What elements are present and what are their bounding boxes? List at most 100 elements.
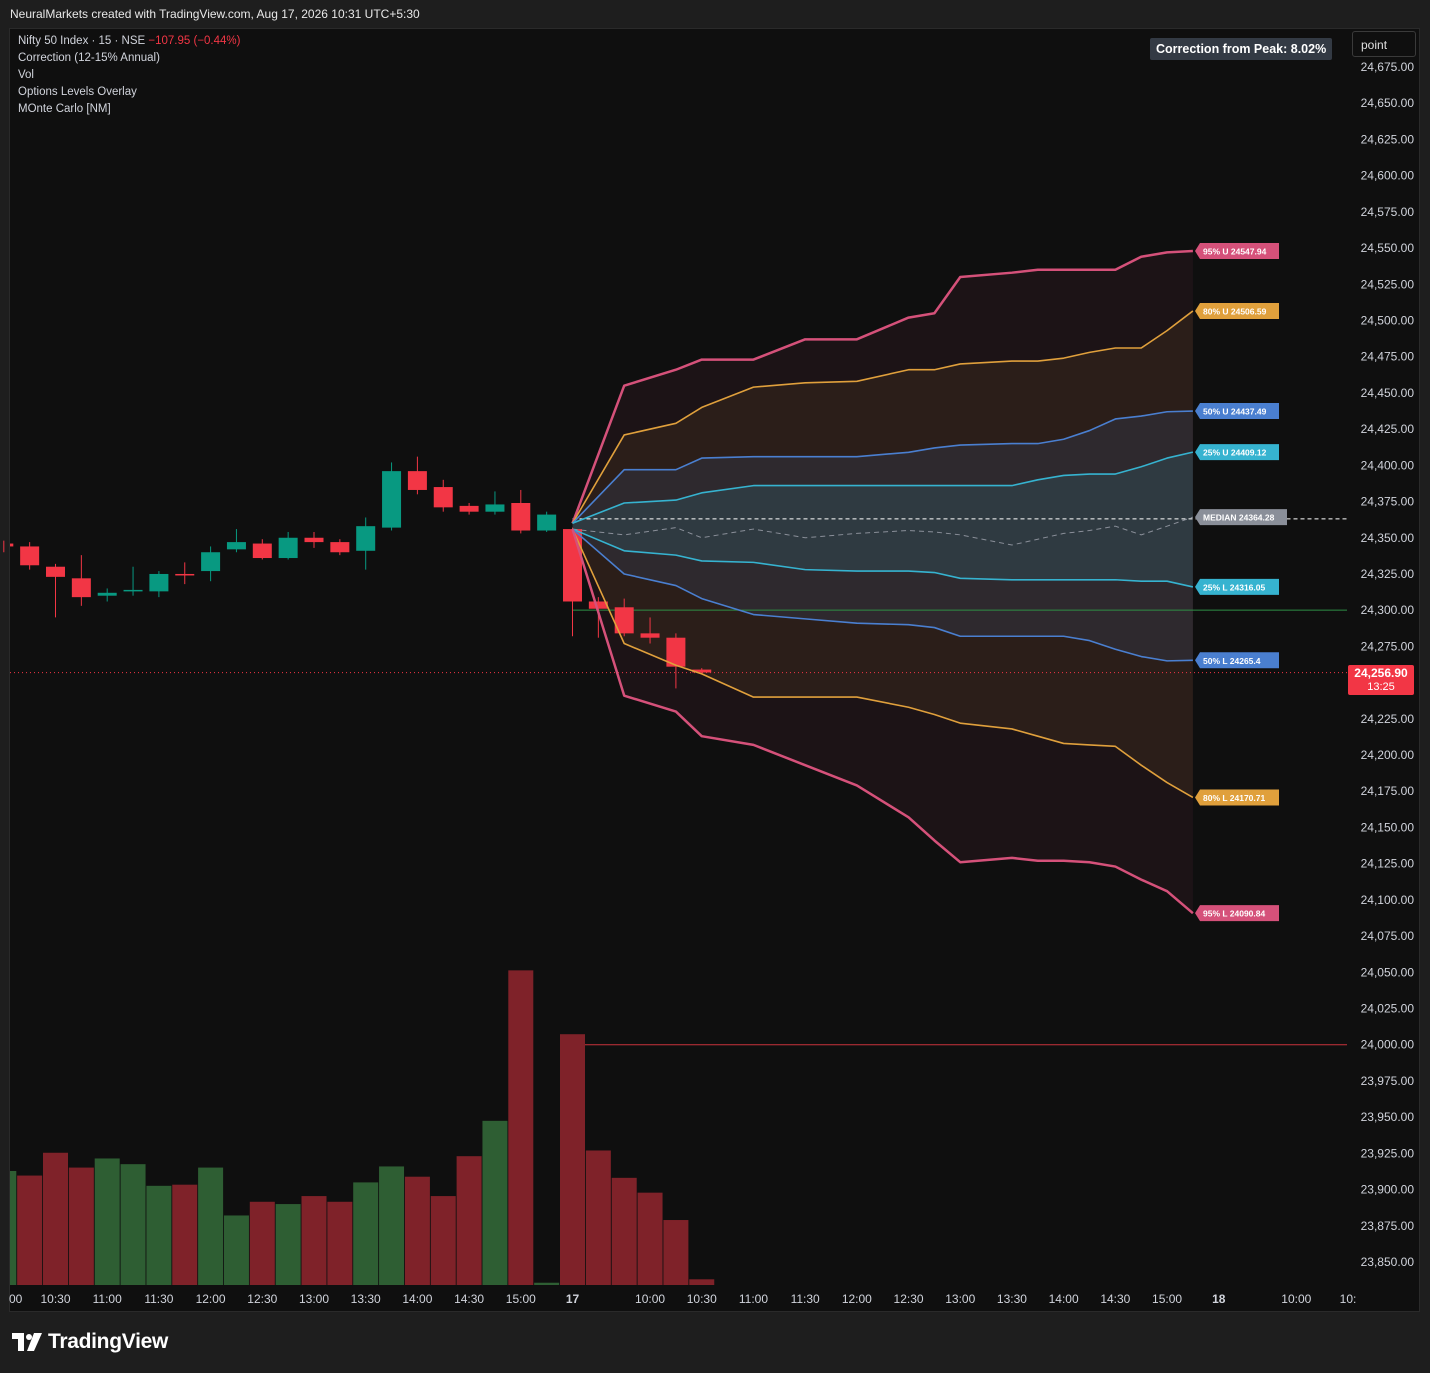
top-bar: NeuralMarkets created with TradingView.c… xyxy=(0,0,1430,28)
time-tick-label: 11:30 xyxy=(791,1292,820,1306)
price-tick-label: 24,050.00 xyxy=(1361,965,1415,979)
band-line xyxy=(571,310,1194,524)
price-tick-label: 24,575.00 xyxy=(1361,205,1415,219)
chart-pane[interactable] xyxy=(9,28,1420,1312)
legend-indicator[interactable]: Correction (12-15% Annual) xyxy=(18,52,160,64)
volume-bar xyxy=(275,1204,301,1285)
price-tick-label: 24,325.00 xyxy=(1361,567,1415,581)
candle-body xyxy=(382,471,402,528)
price-tick-label: 23,975.00 xyxy=(1361,1074,1415,1088)
band-fill-80 xyxy=(572,310,1193,798)
candle-body xyxy=(10,543,14,547)
candle-body xyxy=(123,589,143,592)
band-label-text: 80% U 24506.59 xyxy=(1203,306,1267,316)
time-tick-label: 14:30 xyxy=(454,1292,484,1306)
band-line xyxy=(571,249,1193,524)
price-tick-label: 24,175.00 xyxy=(1361,784,1415,798)
tradingview-logo[interactable]: TradingView xyxy=(12,1330,168,1354)
legend-indicator[interactable]: Options Levels Overlay xyxy=(18,86,137,98)
price-axis[interactable]: 24,675.00 24,650.00 24,625.00 24,600.00 24,5… xyxy=(1361,60,1415,1269)
time-tick-label: 13:30 xyxy=(351,1292,381,1306)
candle-body xyxy=(330,542,350,553)
time-tick-label: 13:00 xyxy=(945,1292,975,1306)
attribution-text: NeuralMarkets created with TradingView.c… xyxy=(10,7,420,21)
price-tick-label: 24,350.00 xyxy=(1361,531,1415,545)
volume-bar xyxy=(301,1196,327,1285)
time-tick-label: 14:00 xyxy=(402,1292,432,1306)
band-label-tag xyxy=(1195,302,1279,319)
time-tick-label: 12:30 xyxy=(247,1292,277,1306)
scale-mode-button[interactable]: point xyxy=(1352,31,1416,57)
price-tick-label: 24,225.00 xyxy=(1361,712,1415,726)
time-tick-label: 17 xyxy=(566,1292,580,1306)
legend-indicator[interactable]: Vol xyxy=(18,69,34,81)
time-axis[interactable]: 00 10:30 11:00 11:30 12:00 12:30 13:00 13:30 14:… xyxy=(9,1292,1356,1306)
band-line xyxy=(571,528,1194,915)
price-tick-label: 23,850.00 xyxy=(1361,1255,1415,1269)
volume-bar xyxy=(223,1215,249,1285)
time-tick-label: 13:00 xyxy=(299,1292,329,1306)
monte-carlo-lines xyxy=(571,249,1194,915)
volume-bar xyxy=(327,1201,353,1285)
price-tick-label: 24,000.00 xyxy=(1361,1038,1415,1052)
monte-carlo-fills xyxy=(572,251,1193,914)
price-tick-label: 24,525.00 xyxy=(1361,277,1415,291)
band-label-tag xyxy=(1195,403,1279,420)
price-tick-label: 24,600.00 xyxy=(1361,169,1415,183)
candle-body xyxy=(459,505,479,512)
time-tick-label: 12:00 xyxy=(842,1292,872,1306)
band-label-tag xyxy=(1195,243,1279,260)
price-tick-label: 24,475.00 xyxy=(1361,350,1415,364)
price-tick-label: 24,625.00 xyxy=(1361,132,1415,146)
price-tick-label: 24,450.00 xyxy=(1361,386,1415,400)
volume-bar xyxy=(637,1192,663,1285)
time-tick-label: 14:00 xyxy=(1049,1292,1079,1306)
time-tick-label: 14:30 xyxy=(1100,1292,1130,1306)
legend-indicator[interactable]: MOnte Carlo [NM] xyxy=(18,103,111,115)
time-tick-label: 10:00 xyxy=(635,1292,665,1306)
band-label-tag xyxy=(1195,444,1279,461)
legend-symbol-row[interactable]: Nifty 50 Index · 15 · NSE −107.95 (−0.44… xyxy=(18,35,240,47)
volume-bar xyxy=(689,1279,715,1285)
band-label-tag xyxy=(1195,509,1287,526)
candle-body xyxy=(537,514,557,531)
candle-body xyxy=(175,573,195,576)
band-fill-95 xyxy=(572,251,1193,914)
band-line xyxy=(571,528,1194,799)
volume-bar xyxy=(663,1220,689,1285)
candle-body xyxy=(71,578,91,598)
band-label-tag xyxy=(1195,652,1279,669)
volume-bar xyxy=(353,1182,379,1285)
price-tick-label: 24,100.00 xyxy=(1361,893,1415,907)
band-label-tag xyxy=(1195,578,1279,595)
candle-body xyxy=(278,537,298,559)
volume-bar xyxy=(560,1034,585,1285)
price-tick-label: 24,200.00 xyxy=(1361,748,1415,762)
band-label-text: 95% L 24090.84 xyxy=(1203,909,1265,919)
price-tick-label: 24,125.00 xyxy=(1361,857,1415,871)
band-line xyxy=(572,516,1194,546)
price-tick-label: 24,650.00 xyxy=(1361,96,1415,110)
last-price: 24,256.90 xyxy=(1354,666,1408,680)
band-line xyxy=(572,451,1194,525)
band-labels: 95% U 24547.94 80% U 24506.59 50% U 24437.… xyxy=(1195,243,1287,922)
price-tick-label: 24,025.00 xyxy=(1361,1002,1415,1016)
price-chart[interactable]: 95% U 24547.94 80% U 24506.59 50% U 24437.… xyxy=(0,0,1430,1313)
candle-body xyxy=(304,537,324,543)
band-label-text: 95% U 24547.94 xyxy=(1203,247,1267,257)
band-label-text: 50% L 24265.4 xyxy=(1203,656,1261,666)
candle-body xyxy=(356,526,376,551)
price-tick-label: 23,925.00 xyxy=(1361,1146,1415,1160)
band-label-text: 25% L 24316.05 xyxy=(1203,582,1265,592)
band-label-tag xyxy=(1195,905,1279,922)
volume-bar xyxy=(611,1177,637,1285)
volume-bar xyxy=(17,1175,43,1285)
volume-bar xyxy=(43,1152,68,1285)
volume-bar xyxy=(430,1196,456,1285)
band-fill-50 xyxy=(572,411,1193,661)
volume-bar xyxy=(534,1282,560,1285)
tradingview-icon xyxy=(12,1333,42,1351)
volume-bar xyxy=(172,1184,198,1285)
band-label-tag xyxy=(1195,789,1279,806)
price-tick-label: 23,875.00 xyxy=(1361,1219,1415,1233)
